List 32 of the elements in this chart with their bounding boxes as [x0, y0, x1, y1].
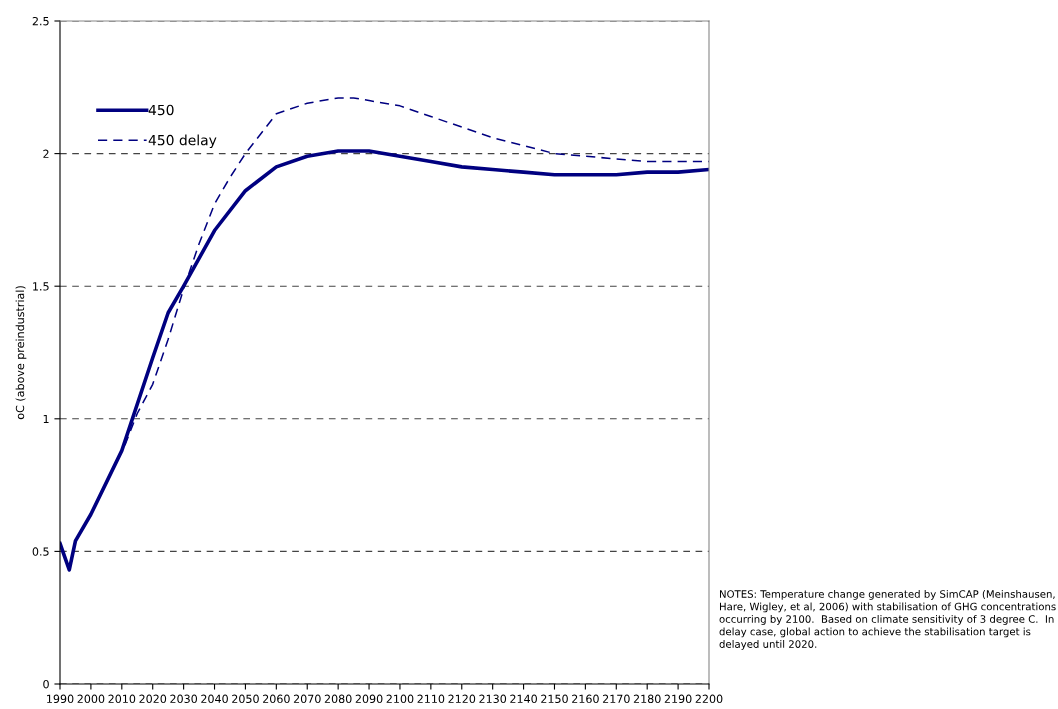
y-tick-label: 0.5: [32, 547, 49, 556]
x-tick-label: 2200: [695, 694, 723, 704]
y-tick-label: 2: [43, 149, 49, 158]
x-tick-label: 2180: [633, 694, 661, 704]
x-tick-label: 2150: [541, 694, 568, 704]
x-tick-label: 2070: [293, 694, 321, 704]
x-tick-label: 2040: [201, 694, 228, 704]
x-tick-label: 2090: [355, 694, 383, 704]
x-tick-label: 2110: [417, 694, 445, 704]
legend-label: 450 delay: [148, 134, 217, 149]
text: NOTES: Temperature change generated by SimCAP (Meinshausen, Hare, Wigley, et al, 2006) with stabilisation of GHG concentrations occurring by 2100. Based on climate sensitivity of 3 degree C. In delay case, global action to achieve the stabilisation target is delayed until 2020.: [719, 590, 1056, 650]
y-tick-label: 2.5: [32, 16, 49, 26]
x-tick-label: 2170: [602, 694, 630, 704]
x-tick-label: 2080: [324, 694, 352, 704]
x-tick-label: 1990: [47, 694, 74, 704]
y-tick-label: 1: [43, 414, 49, 424]
legend-label: 450: [148, 104, 174, 116]
x-tick-label: 2100: [386, 694, 414, 704]
x-tick-label: 2060: [263, 694, 290, 704]
x-tick-label: 2160: [572, 694, 599, 704]
x-tick-label: 2190: [664, 694, 692, 704]
x-tick-label: 2010: [108, 694, 136, 704]
y-axis-title: oC (above preindustrial): [15, 286, 27, 420]
y-tick-label: 0: [43, 679, 49, 689]
x-tick-label: 2030: [170, 694, 198, 704]
x-tick-label: 2020: [139, 694, 167, 704]
y-tick-label: 1.5: [33, 282, 49, 291]
x-tick-label: 2120: [448, 694, 476, 704]
x-tick-label: 2000: [77, 694, 105, 704]
x-tick-label: 2050: [232, 694, 259, 704]
x-tick-label: 2130: [479, 694, 507, 704]
x-tick-label: 2140: [510, 694, 537, 704]
